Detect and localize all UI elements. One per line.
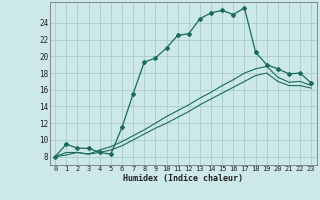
X-axis label: Humidex (Indice chaleur): Humidex (Indice chaleur) [123, 174, 243, 183]
